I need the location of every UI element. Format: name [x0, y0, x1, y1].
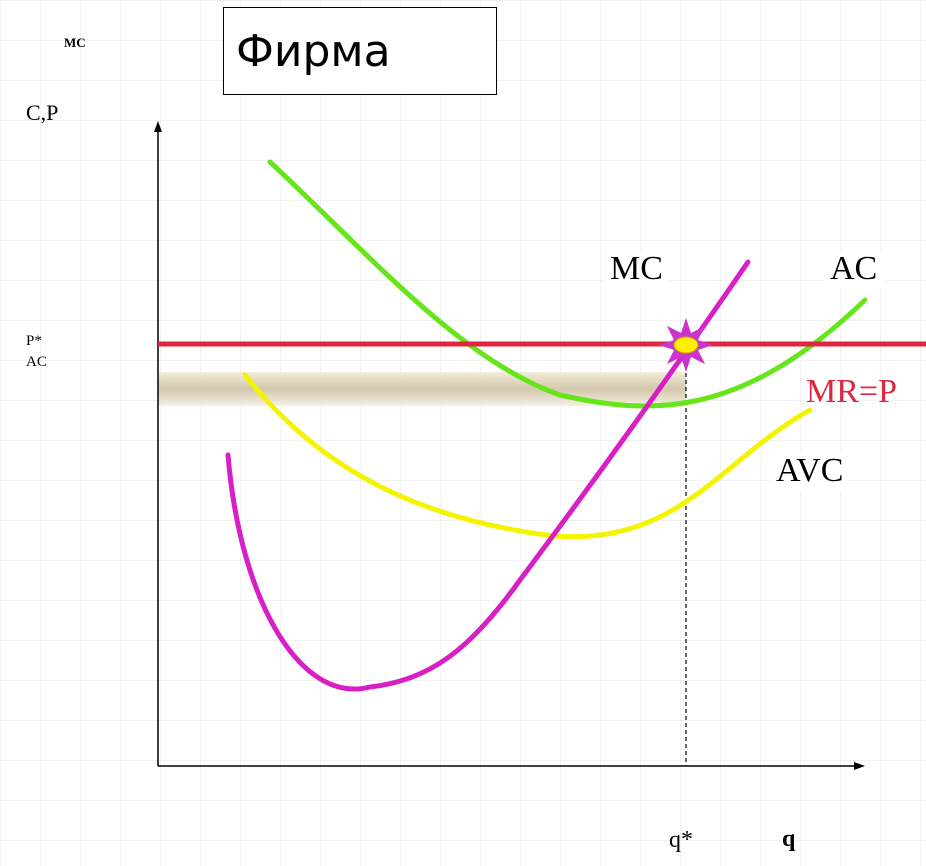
chart-title: Фирма: [223, 7, 497, 95]
x-axis-arrow: [854, 762, 865, 770]
y-axis-label: C,P: [26, 100, 59, 125]
avc-curve-label: AVC: [770, 452, 850, 490]
equilibrium-marker: [659, 318, 713, 372]
y-tick-p-star: P*: [26, 333, 42, 349]
series-ac-curve: [267, 159, 868, 409]
equilibrium-center: [673, 336, 699, 354]
corner-label: MC: [64, 35, 86, 50]
x-axis-label: q: [782, 826, 796, 852]
ac-curve-label: AC: [824, 250, 884, 288]
series-mc-curve: [225, 259, 751, 692]
mr-line-label: MR=P: [806, 373, 897, 410]
y-tick-ac: AC: [26, 354, 47, 370]
x-tick-q-star: q*: [669, 827, 693, 853]
y-axis-arrow: [154, 121, 162, 132]
mc-curve-label: MC: [604, 250, 669, 288]
